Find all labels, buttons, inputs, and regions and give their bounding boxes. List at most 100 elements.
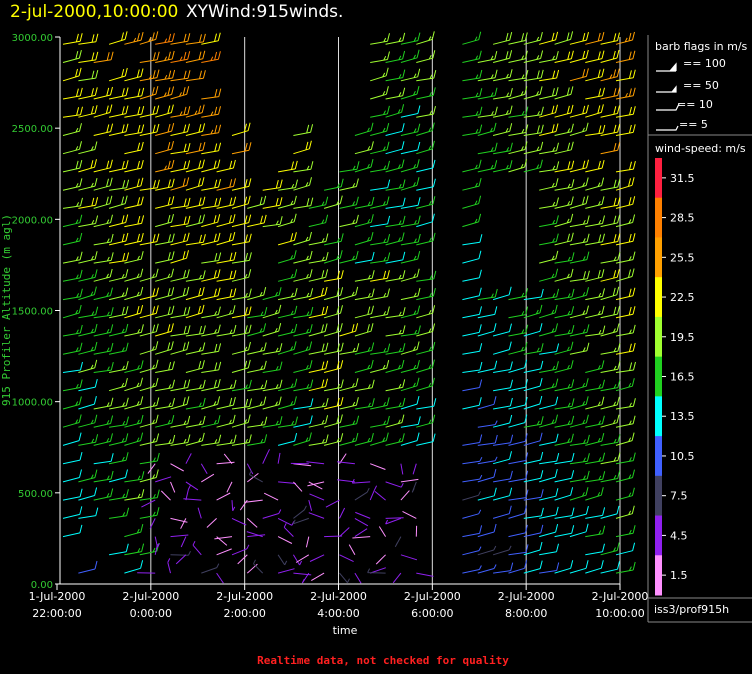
wind-barb <box>508 86 528 100</box>
wind-barb <box>539 562 560 574</box>
wind-barb <box>155 476 172 483</box>
wind-barb <box>508 69 529 82</box>
x-tick-date-0: 1-Jul-2000 <box>29 590 86 603</box>
wind-barb <box>200 463 208 475</box>
wind-barb <box>277 287 298 301</box>
y-tick-label-0: 3000.00 <box>12 33 53 44</box>
wind-barb <box>477 87 498 100</box>
wind-barb <box>78 197 99 209</box>
wind-barb <box>324 270 344 282</box>
wind-barb <box>462 565 482 574</box>
wind-barb <box>185 286 205 301</box>
wind-barb <box>308 397 329 410</box>
wind-barb <box>293 161 314 173</box>
wind-barb <box>147 463 156 474</box>
wind-barb <box>539 87 559 100</box>
wind-barb <box>370 141 390 155</box>
wind-barb <box>124 124 145 136</box>
colorbar-swatch-8 <box>655 475 662 517</box>
wind-barb <box>62 451 83 465</box>
legend-flag-sample-100 <box>656 62 677 72</box>
wind-barb <box>108 123 129 136</box>
wind-barb <box>416 50 436 63</box>
wind-barb <box>325 499 340 508</box>
wind-barb <box>554 341 574 355</box>
wind-barb <box>78 414 98 428</box>
wind-barb <box>600 414 620 428</box>
wind-barb <box>170 177 190 191</box>
wind-barb <box>139 268 159 282</box>
wind-barb <box>305 536 310 548</box>
wind-barb <box>139 323 159 337</box>
wind-barb <box>462 124 483 136</box>
wind-barb <box>78 395 97 410</box>
wind-barb <box>308 233 329 246</box>
wind-barb <box>201 197 222 209</box>
wind-barb <box>277 568 295 574</box>
wind-barb <box>124 141 144 155</box>
wind-barb <box>600 32 620 45</box>
wind-barb <box>400 490 410 501</box>
wind-barb <box>155 159 175 173</box>
wind-barb <box>569 270 590 282</box>
wind-barb <box>108 195 128 209</box>
wind-barb <box>155 434 176 446</box>
wind-barb <box>523 541 543 556</box>
wind-barb <box>216 572 224 584</box>
wind-barb <box>124 268 144 282</box>
wind-barb <box>492 50 513 63</box>
wind-barb <box>183 498 202 501</box>
wind-barb <box>385 359 405 373</box>
colorbar-swatch-9 <box>655 515 662 556</box>
legend-flag-5: == 5 <box>679 118 708 131</box>
wind-barb <box>231 434 252 446</box>
wind-barb <box>400 395 420 410</box>
wind-barb <box>508 489 529 501</box>
wind-barb <box>124 396 144 410</box>
wind-barb <box>400 305 421 319</box>
wind-barb <box>124 489 145 501</box>
wind-barb <box>216 414 236 428</box>
wind-barb <box>62 342 83 355</box>
wind-barb <box>93 361 114 373</box>
wind-barb <box>201 32 221 45</box>
wind-barb <box>554 525 575 538</box>
wind-barb <box>539 304 558 319</box>
wind-barb <box>370 196 390 209</box>
wind-barb <box>293 250 313 264</box>
wind-barb <box>416 359 435 373</box>
wind-barb <box>62 159 83 173</box>
wind-barb <box>108 323 129 337</box>
wind-barb <box>139 433 160 446</box>
wind-barb <box>216 196 237 209</box>
wind-barb <box>354 432 374 446</box>
wind-barb <box>306 461 325 465</box>
wind-barb <box>600 178 621 191</box>
wind-barb <box>93 433 113 446</box>
wind-barb <box>293 481 303 492</box>
wind-barb <box>155 233 175 246</box>
wind-barb <box>185 432 205 446</box>
wind-barb <box>78 560 98 574</box>
wind-barb <box>615 251 636 264</box>
wind-barb <box>554 379 575 392</box>
wind-barb <box>78 251 98 264</box>
wind-barb <box>539 414 558 428</box>
wind-barb <box>585 233 605 246</box>
wind-barb <box>385 123 405 136</box>
wind-barb <box>124 105 145 118</box>
wind-barb <box>554 487 574 501</box>
wind-barb <box>354 572 362 584</box>
colorbar-label-2: 25.5 <box>670 251 695 264</box>
wind-barb <box>293 269 313 282</box>
wind-barb <box>62 432 82 446</box>
wind-barb <box>155 268 174 282</box>
wind-barb <box>615 50 636 63</box>
wind-barb <box>108 214 129 228</box>
wind-barb <box>170 160 191 173</box>
wind-barb <box>492 545 512 556</box>
wind-barb <box>462 343 483 355</box>
wind-barb <box>508 560 528 574</box>
wind-barb <box>93 252 114 264</box>
wind-barb <box>323 323 343 337</box>
